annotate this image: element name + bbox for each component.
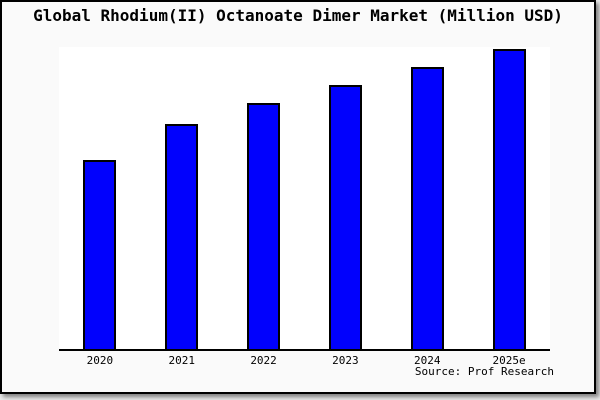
bar-2021 xyxy=(165,124,199,349)
plot-area xyxy=(59,47,550,351)
bar-2020 xyxy=(83,160,117,349)
x-tick-label-2020: 2020 xyxy=(86,354,114,367)
x-axis-labels: 2020 2021 2022 2023 2024 2025e xyxy=(59,354,550,367)
bar-2023 xyxy=(328,85,362,349)
x-tick-label-2024: 2024 xyxy=(413,354,441,367)
x-tick-label-2022: 2022 xyxy=(250,354,277,367)
bar-2024 xyxy=(410,67,444,349)
chart-frame: Global Rhodium(II) Octanoate Dimer Marke… xyxy=(0,0,596,394)
bar-slot-2023 xyxy=(304,47,386,349)
bar-slot-2020 xyxy=(59,47,141,349)
bars-container xyxy=(59,47,550,349)
bar-slot-2024 xyxy=(386,47,468,349)
bar-slot-2025e xyxy=(468,47,550,349)
bar-2025e xyxy=(492,49,526,349)
x-tick-label-2025e: 2025e xyxy=(492,354,526,367)
bar-slot-2022 xyxy=(223,47,305,349)
bar-2022 xyxy=(247,103,281,349)
x-tick-label-2021: 2021 xyxy=(168,354,195,367)
bar-slot-2021 xyxy=(141,47,223,349)
source-credit: Source: Prof Research xyxy=(414,365,554,378)
chart-title: Global Rhodium(II) Octanoate Dimer Marke… xyxy=(33,6,563,25)
x-tick-label-2023: 2023 xyxy=(332,354,359,367)
